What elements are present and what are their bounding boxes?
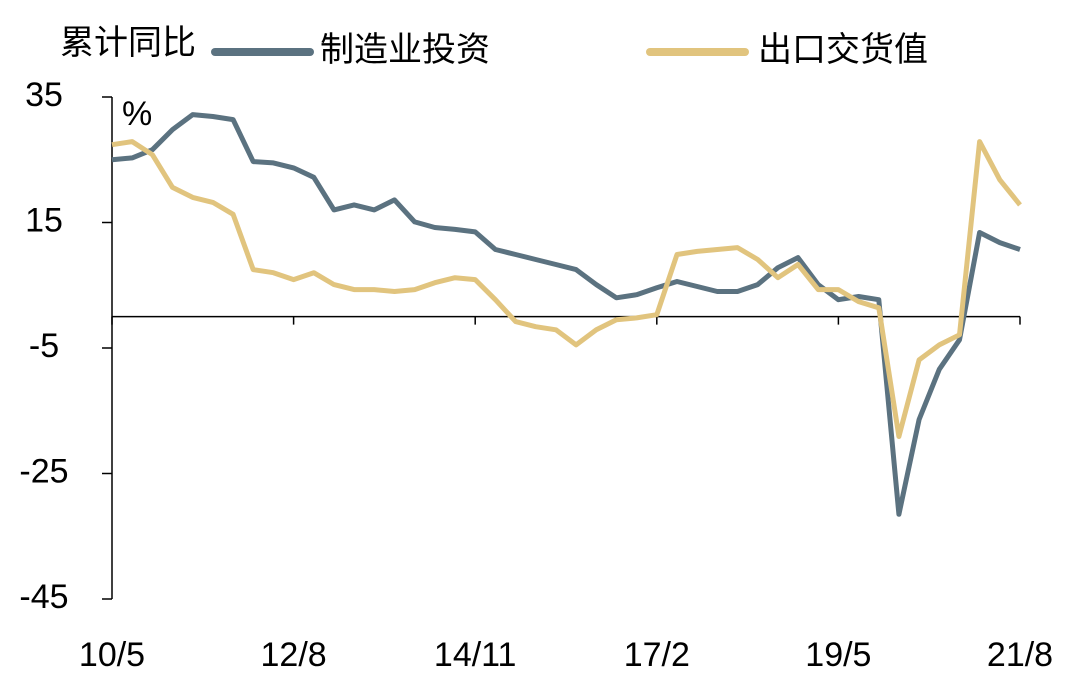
series-line xyxy=(111,112,1021,517)
x-tick-label: 19/5 xyxy=(805,636,871,674)
y-tick-label: -5 xyxy=(29,327,59,365)
series-line xyxy=(111,139,1022,439)
x-tick-label: 12/8 xyxy=(261,636,327,674)
x-tick-label: 17/2 xyxy=(624,636,690,674)
legend-label: 制造业投资 xyxy=(320,31,490,69)
x-tick-label: 21/8 xyxy=(987,636,1053,674)
unit-label: % xyxy=(122,95,152,133)
x-tick-label: 14/11 xyxy=(434,636,517,674)
y-tick-label: 15 xyxy=(25,201,63,239)
y-tick-label: -45 xyxy=(19,578,68,616)
legend-label: 出口交货值 xyxy=(758,31,928,69)
x-tick-label: 10/5 xyxy=(79,636,145,674)
chart-title: 累计同比 xyxy=(60,24,196,62)
y-tick-label: 35 xyxy=(25,76,63,114)
y-tick-label: -25 xyxy=(19,452,68,490)
